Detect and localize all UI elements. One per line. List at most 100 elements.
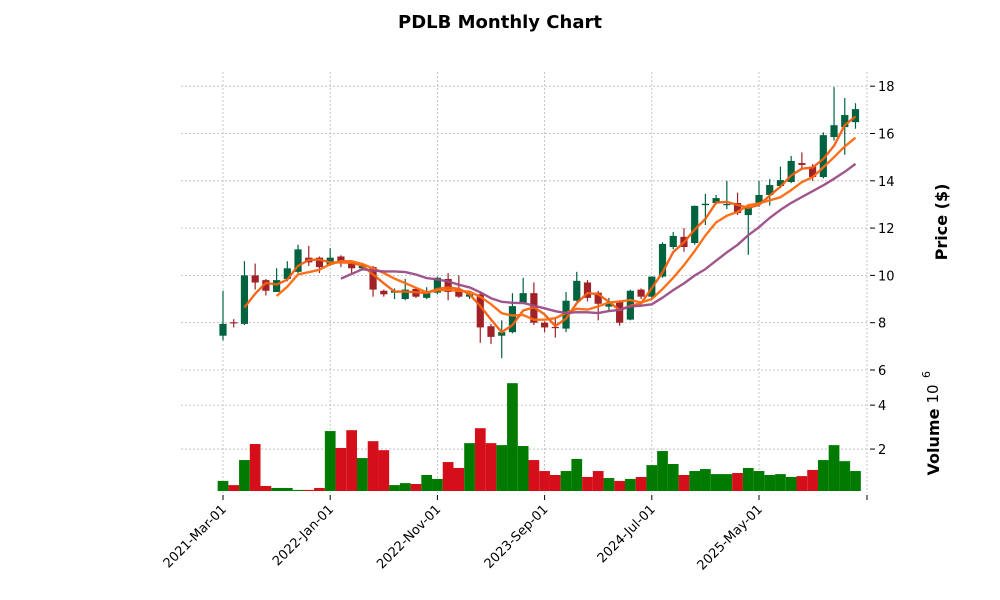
candle	[616, 300, 624, 326]
volume-bar	[399, 483, 411, 491]
candle-body	[691, 205, 699, 243]
volume-bar	[582, 476, 593, 491]
candle	[305, 245, 313, 266]
volume-bar	[485, 443, 497, 491]
candle-body	[444, 278, 452, 292]
candle	[273, 268, 281, 292]
price-tick-label: 16	[878, 127, 895, 142]
candle-body	[744, 206, 752, 216]
candle-body	[294, 249, 302, 272]
price-axis-label: Price ($)	[932, 184, 951, 261]
volume-bar	[464, 443, 475, 491]
candle-body	[841, 115, 849, 128]
volume-bar	[314, 487, 325, 491]
candle	[787, 155, 795, 184]
candle-body	[798, 163, 806, 165]
candle	[541, 321, 549, 333]
volume-bar	[785, 476, 797, 491]
volume-bar	[346, 430, 357, 491]
volume-exponent: 10 6	[920, 371, 942, 404]
candle-body	[766, 185, 774, 195]
volume-bar	[453, 467, 465, 491]
candle-body	[337, 256, 345, 263]
volume-bar	[571, 458, 583, 491]
volume-bars	[217, 383, 861, 491]
date-tick-label: 2025-May-01	[695, 502, 766, 573]
candle	[669, 231, 677, 250]
candle-body	[733, 203, 742, 213]
volume-bar	[732, 473, 743, 491]
volume-bar	[817, 460, 829, 491]
candle	[605, 297, 613, 311]
candle-body	[594, 292, 602, 304]
volume-exponent-power: 6	[920, 371, 933, 378]
volume-bar	[271, 487, 282, 491]
volume-bar	[742, 467, 754, 491]
volume-bar	[775, 474, 786, 491]
volume-bar	[367, 441, 379, 491]
volume-bar	[839, 461, 851, 491]
chart-title: PDLB Monthly Chart	[398, 12, 602, 33]
volume-bar	[700, 469, 711, 491]
price-tick-label: 14	[878, 175, 895, 190]
volume-bar	[667, 464, 679, 491]
candle-body	[315, 257, 324, 268]
volume-bar	[764, 474, 776, 491]
candle-body	[562, 300, 570, 329]
volume-bar	[614, 480, 625, 491]
price-tick-label: 6	[878, 364, 886, 379]
price-tick-label: 12	[878, 222, 895, 237]
volume-bar	[217, 480, 229, 491]
candle-body	[273, 280, 281, 292]
candle	[723, 180, 731, 210]
candle	[294, 244, 302, 274]
volume-exponent-base: 10	[924, 384, 942, 403]
candle-body	[262, 280, 270, 291]
volume-bar	[357, 458, 368, 491]
candle	[830, 87, 838, 141]
candle	[573, 271, 581, 302]
volume-bar	[442, 462, 454, 491]
price-tick-label: 18	[878, 80, 895, 95]
volume-bar	[292, 489, 304, 491]
volume-bar	[721, 474, 733, 491]
candle	[251, 263, 259, 290]
candle	[508, 293, 517, 334]
candle-body	[348, 263, 356, 269]
candle-body	[519, 293, 527, 303]
date-tick-label: 2022-Nov-01	[374, 502, 444, 572]
candle-body	[498, 332, 506, 336]
candle	[851, 103, 860, 129]
candle	[240, 261, 249, 326]
volume-bar	[239, 460, 250, 491]
candle-body	[573, 280, 581, 301]
candle	[637, 288, 645, 300]
date-tick-label: 2022-Jan-01	[270, 502, 337, 569]
volume-bar	[228, 485, 240, 491]
candle	[551, 317, 559, 338]
volume-bar	[678, 474, 690, 491]
volume-bar	[496, 445, 508, 491]
volume-bar	[689, 471, 701, 491]
volume-bar	[324, 431, 336, 491]
volume-bar	[753, 471, 765, 491]
volume-bar	[507, 383, 518, 491]
volume-bar	[796, 476, 808, 491]
candle	[348, 262, 356, 274]
candle-body	[380, 290, 388, 295]
volume-bar	[710, 474, 722, 491]
volume-bar	[389, 485, 400, 491]
volume-bar	[646, 465, 658, 491]
volume-bar	[249, 444, 261, 491]
candle	[498, 320, 506, 359]
date-tick-label: 2023-Sep-01	[482, 502, 552, 572]
moving-average-12	[340, 162, 857, 315]
candle-body	[251, 275, 259, 283]
candle-body	[658, 243, 667, 277]
price-tick-label: 8	[878, 317, 886, 332]
candle-body	[230, 322, 238, 324]
candle	[798, 152, 806, 169]
candle	[744, 204, 752, 255]
candle-body	[508, 306, 517, 333]
